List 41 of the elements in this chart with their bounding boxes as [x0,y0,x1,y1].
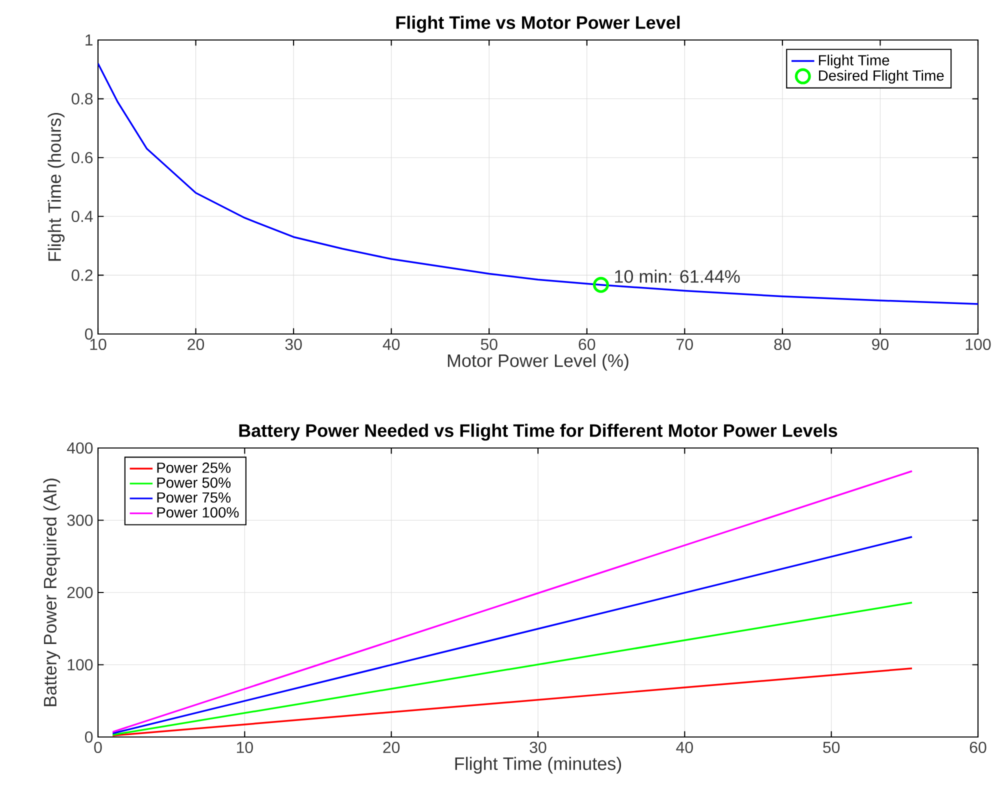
x-tick-label: 20 [188,338,204,350]
x-tick-label: 20 [383,742,400,754]
x-tick-label: 80 [774,338,791,350]
y-tick-label: 0.6 [72,152,93,164]
chart-title: Battery Power Needed vs Flight Time for Different Motor Power Levels [239,424,838,441]
y-axis-title: Flight Time (hours) [48,112,65,261]
x-tick-label: 60 [970,742,986,754]
y-axis-title: Battery Power Required (Ah) [43,478,60,706]
x-tick-label: 30 [530,742,546,754]
x-tick-label: 10 [90,338,106,350]
x-tick-label: 40 [382,338,400,350]
x-tick-label: 50 [823,742,840,754]
x-tick-label: 0 [94,742,102,754]
x-tick-label: 60 [578,338,596,350]
legend-label: Power 25% [157,462,231,473]
y-tick-label: 0 [85,731,93,743]
y-tick-label: 0 [85,328,93,340]
x-axis-title: Flight Time (minutes) [455,756,622,774]
x-tick-label: 50 [480,338,498,350]
x-tick-label: 10 [236,742,253,754]
y-tick-label: 0.8 [72,93,93,104]
y-tick-label: 0.4 [72,210,93,222]
legend-label: Desired Flight Time [819,70,944,84]
legend-label: Power 50% [157,477,231,488]
y-tick-label: 200 [67,586,93,598]
legend-label: Power 75% [157,492,231,503]
legend-label: Power 100% [157,507,239,518]
legend-label: Flight Time [819,54,890,68]
x-axis-title: Motor Power Level (%) [448,354,628,371]
y-tick-label: 400 [66,442,93,454]
annotation: 10 min: 61.44% [615,270,740,283]
x-tick-label: 70 [676,338,693,350]
y-tick-label: 1 [86,34,93,46]
y-tick-label: 300 [67,514,93,526]
x-tick-label: 40 [676,742,693,754]
x-tick-label: 90 [872,338,888,350]
chart-title: Flight Time vs Motor Power Level [396,16,680,33]
y-tick-label: 100 [68,659,93,670]
x-tick-label: 30 [285,338,302,350]
x-tick-label: 100 [966,338,991,350]
y-tick-label: 0.2 [72,270,92,281]
